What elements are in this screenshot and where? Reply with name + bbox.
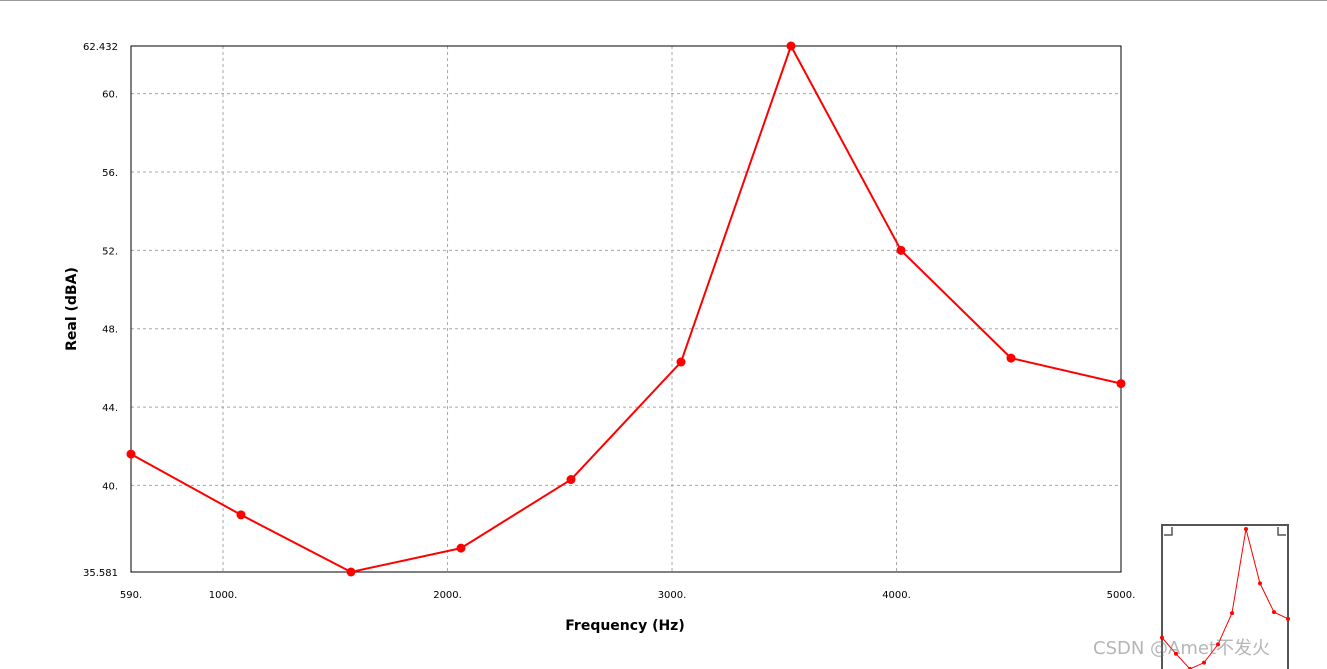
overview-point bbox=[1244, 527, 1248, 531]
overview-line bbox=[1161, 528, 1289, 669]
series-line bbox=[130, 45, 1122, 573]
data-point bbox=[566, 475, 576, 485]
overview-point bbox=[1160, 635, 1164, 640]
series bbox=[126, 41, 1126, 577]
data-point bbox=[126, 449, 136, 459]
data-point bbox=[456, 543, 466, 553]
overview-point bbox=[1202, 660, 1206, 665]
y-axis-title: Real (dBA) bbox=[64, 267, 80, 351]
x-axis-title: Frequency (Hz) bbox=[565, 618, 684, 634]
overview-corner-handle bbox=[1277, 527, 1286, 536]
overview-point bbox=[1258, 581, 1262, 586]
x-tick-label: 4000. bbox=[882, 590, 911, 601]
y-tick-label: 35.581 bbox=[83, 568, 118, 579]
y-tick-label: 60. bbox=[102, 90, 118, 101]
y-tick-label: 40. bbox=[102, 481, 118, 492]
data-point bbox=[236, 510, 246, 520]
data-point bbox=[786, 41, 796, 51]
overview-point bbox=[1230, 611, 1234, 616]
x-tick-label: 2000. bbox=[433, 590, 462, 601]
data-point bbox=[676, 357, 686, 367]
x-tick-label: 590. bbox=[120, 590, 142, 601]
overview-point bbox=[1174, 651, 1178, 656]
overview-point bbox=[1216, 642, 1220, 647]
y-tick-label: 62.432 bbox=[83, 42, 118, 53]
y-tick-label: 52. bbox=[102, 246, 118, 257]
y-tick-label: 44. bbox=[102, 403, 118, 414]
window-top-border bbox=[0, 0, 1327, 1]
overview-point bbox=[1272, 610, 1276, 615]
overview-minimap[interactable] bbox=[1160, 524, 1290, 669]
overview-corner-handle bbox=[1164, 527, 1173, 536]
x-tick-label: 1000. bbox=[209, 590, 238, 601]
data-point bbox=[1116, 379, 1126, 389]
data-point bbox=[896, 245, 906, 255]
x-tick-label: 5000. bbox=[1107, 590, 1136, 601]
data-point bbox=[346, 567, 356, 577]
y-tick-label: 48. bbox=[102, 325, 118, 336]
x-tick-label: 3000. bbox=[658, 590, 687, 601]
overview-point bbox=[1286, 616, 1290, 621]
plot-area[interactable] bbox=[130, 45, 1122, 573]
watermark-text: CSDN @Amet不发火 bbox=[1093, 638, 1271, 659]
grid bbox=[131, 46, 1121, 572]
data-point bbox=[1006, 353, 1016, 363]
axis-ticks: 590. 1000. 2000. 3000. 4000. 5000. 35.581 40. 44… bbox=[83, 42, 1135, 601]
y-tick-label: 56. bbox=[102, 168, 118, 179]
